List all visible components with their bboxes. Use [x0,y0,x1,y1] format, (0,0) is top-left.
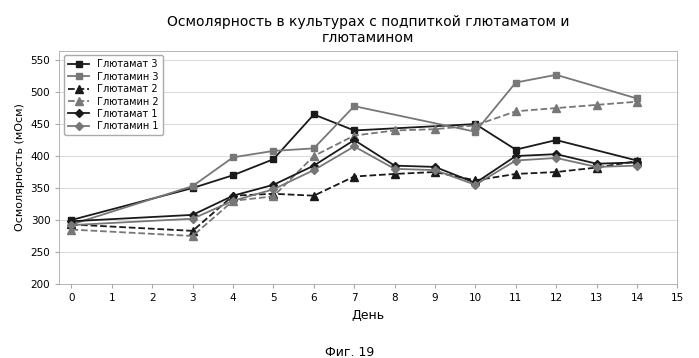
Глютамат 3 [310,112,318,117]
Глютамат 2 [592,165,600,170]
Глютамин 2 [633,100,641,104]
Line: Глютамат 1: Глютамат 1 [69,137,640,224]
Глютамин 3 [310,146,318,150]
Глютамат 1 [512,154,520,158]
Глютамат 3 [269,157,278,161]
Y-axis label: Осмолярность (мОсм): Осмолярность (мОсм) [15,103,25,231]
Глютамат 2 [269,192,278,196]
Глютамин 3 [67,222,75,227]
Глютамат 2 [310,194,318,198]
Глютамат 1 [592,161,600,166]
Глютамин 2 [310,154,318,158]
Глютамат 1 [431,165,439,169]
Глютамин 2 [552,106,561,110]
Глютамин 1 [269,187,278,192]
Глютамат 3 [471,122,480,126]
Title: Осмолярность в культурах с подпиткой глютаматом и
глютамином: Осмолярность в культурах с подпиткой глю… [167,15,570,45]
Line: Глютамат 2: Глютамат 2 [67,157,641,235]
Глютамат 2 [350,174,359,179]
Глютамат 2 [633,159,641,163]
Глютамин 3 [512,80,520,84]
Глютамин 1 [431,168,439,172]
Legend: Глютамат 3, Глютамин 3, Глютамат 2, Глютамин 2, Глютамат 1, Глютамин 1: Глютамат 3, Глютамин 3, Глютамат 2, Глют… [64,55,163,135]
Глютамат 2 [512,172,520,176]
Глютамин 2 [229,199,237,203]
Глютамат 3 [229,173,237,177]
Глютамат 1 [552,152,561,156]
Глютамин 2 [67,227,75,232]
Глютамат 3 [350,128,359,132]
Глютамат 1 [350,138,359,142]
Глютамин 2 [269,194,278,198]
Глютамат 2 [189,229,197,233]
Глютамин 1 [552,156,561,160]
Глютамин 3 [471,130,480,134]
Глютамат 3 [552,138,561,142]
Line: Глютамин 2: Глютамин 2 [67,97,641,240]
Глютамин 2 [350,134,359,138]
Глютамин 1 [229,199,237,203]
Глютамин 1 [189,217,197,221]
Глютамин 3 [350,104,359,108]
Глютамин 1 [350,144,359,149]
Глютамин 3 [269,149,278,153]
Глютамат 3 [189,186,197,190]
Line: Глютамат 3: Глютамат 3 [68,111,640,223]
Глютамат 3 [67,218,75,222]
Глютамин 3 [229,155,237,159]
Глютамат 2 [391,172,399,176]
Глютамин 2 [431,127,439,131]
Line: Глютамин 1: Глютамин 1 [69,144,640,228]
Глютамат 3 [512,147,520,152]
Глютамат 1 [269,183,278,187]
Глютамат 1 [310,164,318,168]
Глютамат 2 [229,194,237,198]
Глютамин 1 [471,183,480,187]
Глютамин 1 [512,158,520,163]
Глютамин 1 [391,167,399,171]
Text: Фиг. 19: Фиг. 19 [325,346,374,358]
Line: Глютамин 3: Глютамин 3 [68,71,640,228]
Глютамат 2 [431,170,439,174]
Глютамин 1 [67,223,75,227]
Глютамин 2 [592,103,600,107]
Глютамат 1 [471,181,480,185]
Глютамин 3 [189,184,197,188]
Глютамин 1 [633,164,641,168]
Глютамат 1 [67,219,75,223]
Глютамин 2 [471,123,480,127]
Глютамат 1 [633,160,641,165]
Глютамин 1 [310,168,318,172]
Глютамин 3 [552,73,561,77]
Глютамин 3 [633,96,641,101]
Глютамин 2 [391,128,399,132]
Глютамат 2 [552,170,561,174]
Глютамин 2 [512,109,520,113]
Глютамат 3 [633,158,641,163]
X-axis label: День: День [352,309,385,321]
Глютамат 2 [471,178,480,183]
Глютамат 2 [67,222,75,227]
Глютамат 1 [189,213,197,217]
Глютамат 1 [229,194,237,198]
Глютамат 1 [391,164,399,168]
Глютамин 1 [592,165,600,169]
Глютамин 2 [189,234,197,238]
